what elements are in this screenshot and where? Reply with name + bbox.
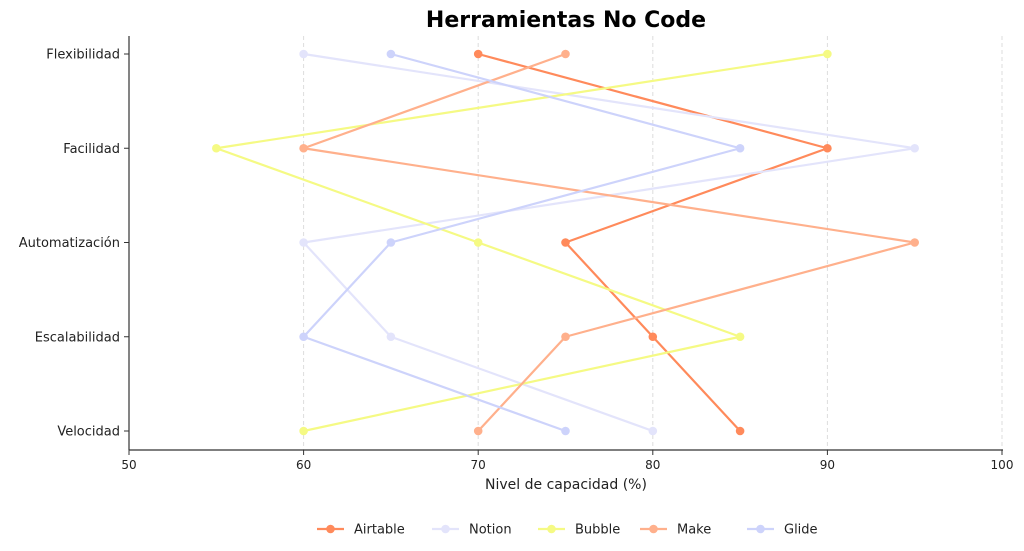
x-tick-label: 70 [471,458,486,472]
y-tick-label: Facilidad [63,142,120,157]
series-glide [299,49,745,436]
series-line [302,52,916,433]
data-point [386,238,396,247]
data-point [299,426,308,436]
x-tick-label: 60 [296,458,311,472]
legend-marker-icon [756,524,765,534]
data-point [823,143,832,153]
data-point [561,49,570,59]
legend-item-bubble: Bubble [538,523,620,538]
x-tick-label: 90 [820,458,835,472]
series-notion [299,49,919,436]
series-bubble [212,49,832,436]
data-point [473,49,483,59]
y-tick-label: Escalabilidad [35,330,120,345]
x-tick-label: 80 [645,458,660,472]
legend-label: Make [677,523,711,538]
data-point [561,238,570,247]
data-point [212,143,221,153]
legend-label: Glide [784,523,818,538]
y-axis-ticks: Flexibilidad Facilidad Automatización Escal… [19,48,129,440]
data-point [386,332,396,342]
series-line [302,52,916,432]
x-axis-label: Nivel de capacidad (%) [485,477,647,493]
data-series [212,49,919,436]
legend-marker-icon [547,524,556,534]
data-point [735,332,745,342]
data-point [648,426,658,436]
data-point [299,332,308,342]
data-point [386,49,396,59]
legend-item-glide: Glide [747,523,818,538]
legend-item-make: Make [640,523,711,538]
legend-marker-icon [441,524,450,534]
legend-item-airtable: Airtable [317,523,405,538]
x-tick-label: 50 [121,458,136,472]
data-point [299,143,308,153]
data-point [561,426,570,436]
legend-item-notion: Notion [432,523,512,538]
series-make [299,49,919,436]
data-point [299,49,308,59]
x-tick-label: 100 [991,458,1014,472]
data-point [910,143,919,153]
legend-label: Notion [469,523,512,538]
data-point [473,238,483,247]
chart-title: Herramientas No Code [426,8,706,33]
data-point [735,143,745,153]
legend-marker-icon [326,524,335,534]
data-point [823,49,832,59]
data-point [735,426,745,436]
y-tick-label: Velocidad [57,425,120,440]
x-axis-ticks: 50 60 70 80 90 100 [121,450,1013,472]
legend-marker-icon [649,524,658,534]
y-tick-label: Automatización [19,236,120,251]
legend: Airtable Notion Bubble Make Glide [317,523,818,538]
x-gridlines [303,36,1003,450]
data-point [299,238,308,247]
data-point [473,426,483,436]
data-point [561,332,570,342]
legend-label: Bubble [575,523,620,538]
legend-label: Airtable [354,523,405,538]
y-tick-label: Flexibilidad [46,48,120,63]
data-point [648,332,658,342]
data-point [910,238,919,247]
